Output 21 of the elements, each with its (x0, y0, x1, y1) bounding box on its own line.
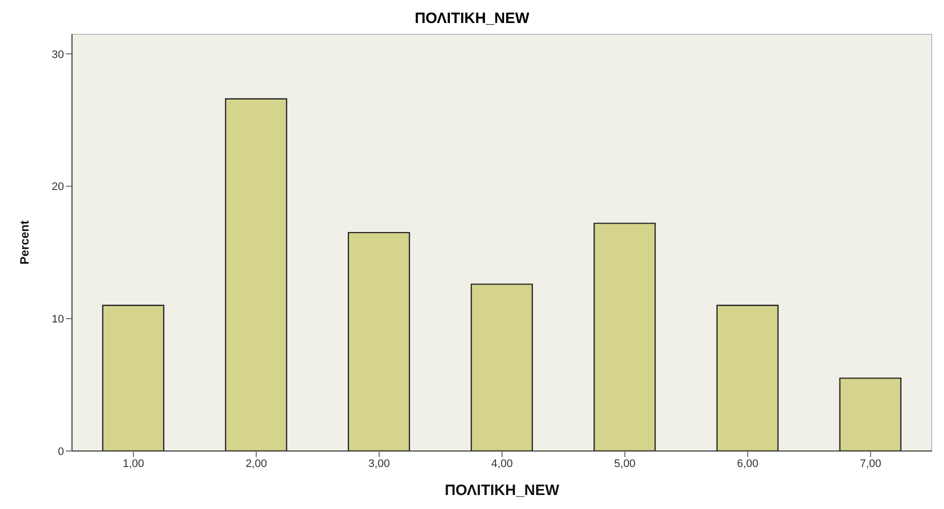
bar (102, 304, 164, 451)
chart-title: ΠΟΛΙΤΙΚΗ_NEW (414, 9, 530, 29)
x-tick-label: 5,00 (614, 458, 636, 470)
bar (348, 232, 410, 451)
y-tick-label: 10 (52, 314, 64, 326)
x-tick-label: 7,00 (860, 458, 882, 470)
x-tick-label: 6,00 (737, 458, 758, 470)
x-tick-label: 3,00 (368, 458, 390, 470)
bar (470, 284, 533, 451)
y-tick-label: 0 (58, 446, 64, 458)
x-axis-title: ΠΟΛΙΤΙΚΗ_NEW (444, 482, 560, 499)
x-tick-label: 2,00 (246, 458, 267, 470)
y-tick-label: 30 (52, 48, 64, 61)
x-tick-label: 1,00 (122, 458, 144, 470)
y-tick-label: 20 (52, 181, 64, 194)
bar (716, 304, 779, 451)
y-axis-title: Percent (17, 220, 32, 265)
x-tick-label: 4,00 (491, 458, 513, 470)
bar (224, 98, 288, 451)
bar (839, 378, 902, 451)
bar (594, 222, 656, 451)
